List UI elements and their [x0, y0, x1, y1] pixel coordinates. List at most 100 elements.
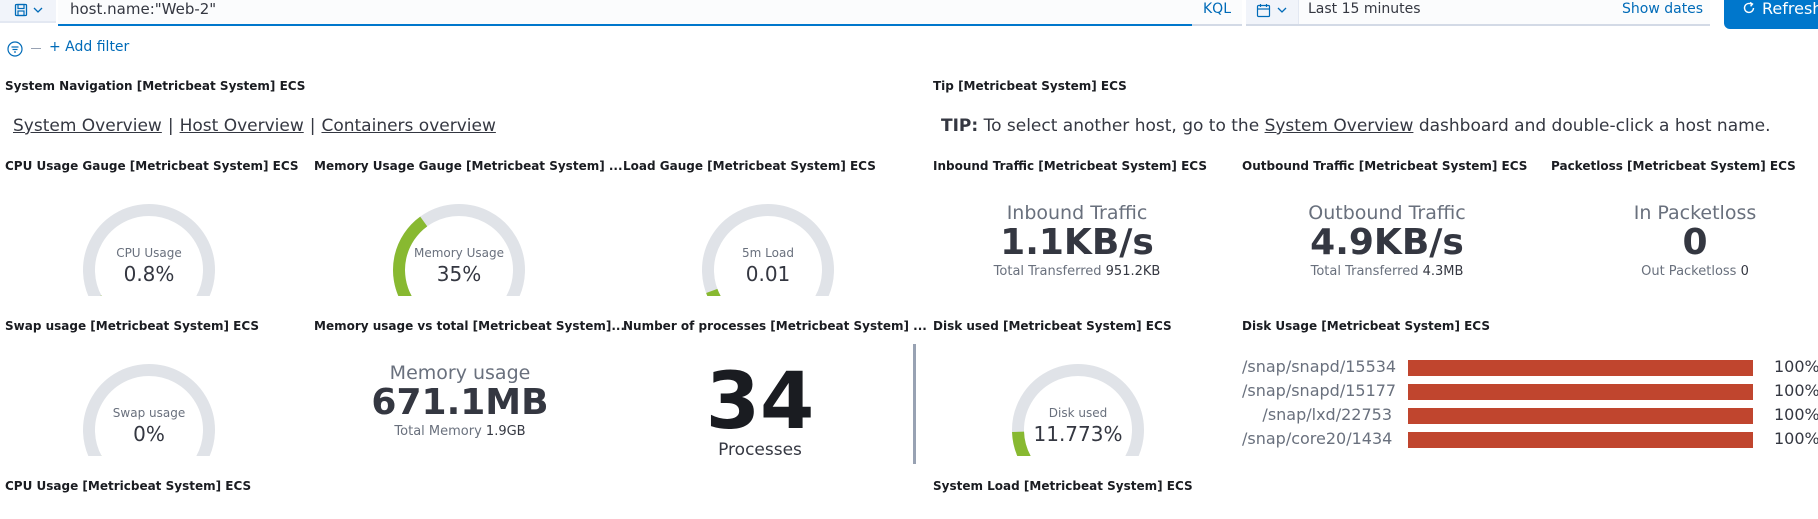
- query-language-toggle[interactable]: KQL: [1192, 0, 1242, 26]
- add-filter-button[interactable]: + Add filter: [49, 39, 130, 55]
- nav-separator: |: [167, 116, 174, 136]
- panel-resize-divider[interactable]: [913, 344, 916, 464]
- link-system-overview[interactable]: System Overview: [13, 116, 162, 136]
- out-packetloss: Out Packetloss 0: [1545, 264, 1818, 279]
- panel-title-cpu-usage: CPU Usage [Metricbeat System] ECS: [5, 479, 252, 493]
- save-icon: [14, 3, 28, 17]
- packetloss-sub-value: 0: [1740, 264, 1749, 279]
- memory-usage-title: Memory usage: [389, 362, 531, 384]
- cpu-usage-gauge-label: CPU Usage: [116, 246, 182, 260]
- query-input[interactable]: host.name:"Web-2": [58, 0, 1192, 26]
- disk-usage-bar: [1408, 432, 1753, 448]
- date-picker[interactable]: Last 15 minutes Show dates: [1246, 0, 1710, 26]
- refresh-icon: [1743, 1, 1755, 14]
- memory-usage-gauge-arc: [393, 204, 525, 303]
- tip-label: TIP:: [941, 116, 979, 136]
- disk-usage-row: /snap/snapd/15534 100%: [1242, 356, 1818, 380]
- in-packetloss-title: In Packetloss: [1633, 202, 1757, 224]
- outbound-total-transferred: Total Transferred 4.3MB: [1237, 264, 1537, 279]
- disk-usage-row: /snap/snapd/15177 100%: [1242, 380, 1818, 404]
- panel-title-load-gauge: Load Gauge [Metricbeat System] ECS: [623, 159, 876, 173]
- cpu-usage-gauge-value: 0.8%: [123, 262, 175, 286]
- panel-title-tip: Tip [Metricbeat System] ECS: [933, 79, 1127, 93]
- query-bar: host.name:"Web-2" KQL Last 15 minutes Sh…: [0, 0, 1818, 29]
- disk-usage-row: /snap/lxd/22753 100%: [1242, 404, 1818, 428]
- inbound-traffic-value: 1.1KB/s: [1000, 222, 1154, 263]
- disk-mount-label: /snap/snapd/15177: [1242, 381, 1397, 400]
- tip-text: TIP: To select another host, go to the S…: [941, 116, 1771, 136]
- system-navigation-links: System Overview | Host Overview | Containers…: [13, 116, 496, 136]
- link-containers-overview[interactable]: Containers overview: [321, 116, 496, 136]
- gauge-fill: [706, 288, 722, 303]
- panel-title-inbound-traffic: Inbound Traffic [Metricbeat System] ECS: [933, 159, 1207, 173]
- time-range-text[interactable]: Last 15 minutes: [1308, 1, 1421, 17]
- panel-title-system-load: System Load [Metricbeat System] ECS: [933, 479, 1193, 493]
- memory-usage-gauge-label: Memory Usage: [413, 246, 504, 260]
- disk-usage-percent: 100%: [1774, 429, 1818, 448]
- process-count-label: Processes: [718, 440, 802, 460]
- chevron-down-icon: [33, 7, 43, 13]
- swap-usage-gauge-label: Swap usage: [112, 406, 186, 420]
- swap-usage-gauge-value: 0%: [133, 422, 165, 446]
- disk-mount-label: /snap/core20/1434: [1242, 429, 1393, 448]
- outbound-sub-label: Total Transferred: [1310, 264, 1419, 279]
- process-count-value: 34: [705, 357, 815, 447]
- show-dates-link[interactable]: Show dates: [1622, 1, 1704, 17]
- gauge-fill: [393, 216, 428, 303]
- total-memory-label: Total Memory: [394, 424, 482, 439]
- refresh-label: Refresh: [1762, 0, 1818, 18]
- disk-mount-label: /snap/lxd/22753: [1262, 405, 1392, 424]
- disk-usage-bar: [1408, 384, 1753, 400]
- disk-usage-bar: [1408, 408, 1753, 424]
- link-host-overview[interactable]: Host Overview: [179, 116, 304, 136]
- panel-title-cpu-gauge: CPU Usage Gauge [Metricbeat System] ECS: [5, 159, 299, 173]
- query-input-value: host.name:"Web-2": [70, 0, 217, 18]
- memory-usage-value: 671.1MB: [371, 382, 549, 423]
- panel-title-disk-used: Disk used [Metricbeat System] ECS: [933, 319, 1172, 333]
- inbound-sub-value: 951.2KB: [1105, 264, 1161, 279]
- disk-usage-percent: 100%: [1774, 357, 1818, 376]
- in-packetloss-value: 0: [1682, 222, 1708, 263]
- total-memory: Total Memory 1.9GB: [310, 424, 610, 439]
- disk-mount-label: /snap/snapd/15534: [1242, 357, 1397, 376]
- gauge-track: [702, 204, 834, 303]
- disk-used-gauge-label: Disk used: [1048, 406, 1108, 420]
- load-gauge-value: 0.01: [745, 262, 791, 286]
- outbound-traffic-value: 4.9KB/s: [1310, 222, 1464, 263]
- disk-usage-percent: 100%: [1774, 405, 1818, 424]
- filter-options-icon[interactable]: [7, 41, 23, 57]
- tip-text-before: To select another host, go to the: [978, 116, 1265, 136]
- tip-text-after: dashboard and double-click a host name.: [1413, 116, 1771, 136]
- calendar-icon: [1256, 4, 1271, 18]
- gauge-track: [83, 204, 215, 303]
- gauge-track: [83, 364, 215, 463]
- gauge-track: [1012, 364, 1144, 463]
- disk-usage-bar: [1408, 360, 1753, 376]
- total-memory-value: 1.9GB: [485, 424, 526, 439]
- filter-divider: [31, 48, 41, 49]
- saved-query-button[interactable]: [0, 0, 56, 23]
- outbound-sub-value: 4.3MB: [1422, 264, 1464, 279]
- panel-title-number-of-processes: Number of processes [Metricbeat System] …: [623, 319, 927, 333]
- outbound-traffic-title: Outbound Traffic: [1308, 202, 1466, 224]
- load-gauge-label: 5m Load: [742, 246, 794, 260]
- panel-title-packetloss: Packetloss [Metricbeat System] ECS: [1551, 159, 1796, 173]
- disk-usage-list: /snap/snapd/15534 100% /snap/snapd/15177…: [1242, 356, 1818, 458]
- panel-title-disk-usage: Disk Usage [Metricbeat System] ECS: [1242, 319, 1490, 333]
- panel-title-memory-gauge: Memory Usage Gauge [Metricbeat System] .…: [314, 159, 623, 173]
- quick-select-button[interactable]: [1246, 0, 1299, 24]
- panel-title-system-navigation: System Navigation [Metricbeat System] EC…: [5, 79, 306, 93]
- refresh-button[interactable]: Refresh: [1724, 0, 1818, 29]
- panel-title-outbound-traffic: Outbound Traffic [Metricbeat System] ECS: [1242, 159, 1528, 173]
- link-system-overview-tip[interactable]: System Overview: [1264, 116, 1414, 136]
- inbound-sub-label: Total Transferred: [993, 264, 1102, 279]
- memory-usage-gauge-value: 35%: [436, 262, 482, 286]
- panel-title-memory-vs-total: Memory usage vs total [Metricbeat System…: [314, 319, 626, 333]
- memory-usage-gauge: [379, 196, 539, 303]
- packetloss-sub-label: Out Packetloss: [1641, 264, 1737, 279]
- inbound-total-transferred: Total Transferred 951.2KB: [927, 264, 1227, 279]
- panel-title-swap-usage: Swap usage [Metricbeat System] ECS: [5, 319, 259, 333]
- inbound-traffic-title: Inbound Traffic: [1006, 202, 1148, 224]
- nav-separator: |: [309, 116, 316, 136]
- chevron-down-icon: [1277, 7, 1287, 13]
